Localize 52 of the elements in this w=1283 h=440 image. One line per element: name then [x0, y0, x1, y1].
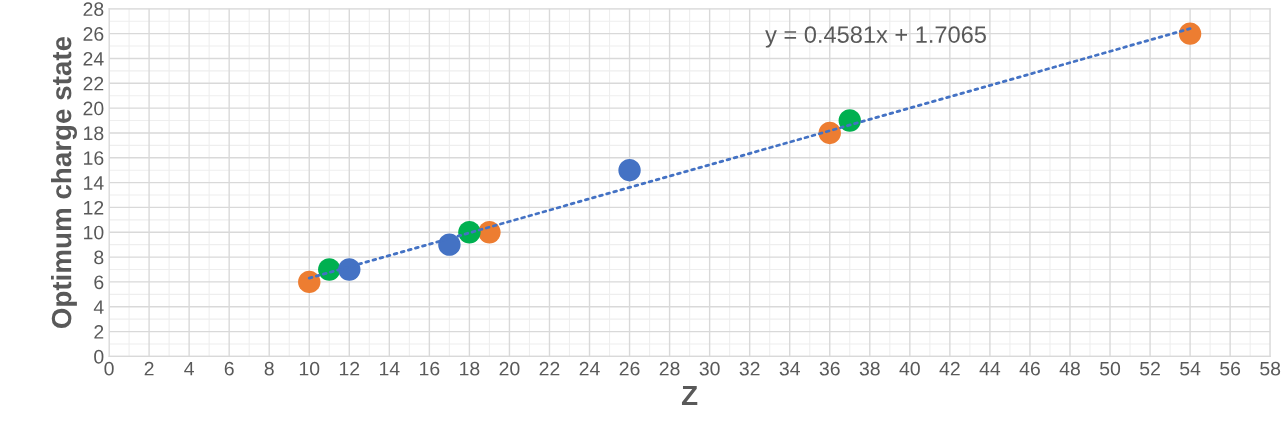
- x-tick-label: 50: [1099, 361, 1121, 376]
- y-tick-label: 14: [84, 176, 104, 190]
- x-tick-label: 6: [224, 361, 234, 376]
- y-tick-label: 10: [84, 225, 104, 240]
- y-tick-label: 24: [83, 51, 104, 66]
- x-tick-label: 54: [1180, 361, 1201, 376]
- x-tick-label: 46: [1019, 361, 1040, 376]
- x-tick-label: 56: [1220, 361, 1241, 376]
- x-tick-label: 40: [899, 361, 920, 376]
- x-tick-label: 44: [979, 361, 1001, 376]
- y-tick-label: 22: [83, 76, 104, 91]
- x-tick-label: 22: [539, 361, 560, 376]
- x-tick-label: 8: [264, 361, 274, 376]
- x-tick-label: 26: [619, 361, 640, 376]
- x-tick-label: 4: [184, 361, 194, 376]
- x-tick-label: 34: [779, 361, 800, 376]
- y-tick-label: 6: [94, 275, 104, 290]
- x-tick-label: 42: [939, 361, 960, 376]
- x-tick-label: 38: [859, 361, 880, 376]
- x-tick-label: 0: [104, 361, 114, 376]
- y-tick-label: 4: [93, 300, 104, 314]
- y-tick-label: 26: [83, 27, 104, 41]
- x-tick-label: 20: [499, 361, 520, 376]
- x-tick-label: 30: [699, 361, 720, 376]
- point: [618, 158, 641, 182]
- y-tick-label: 0: [94, 349, 104, 364]
- x-tick-label: 48: [1059, 361, 1080, 376]
- y-tick-label: 8: [94, 250, 104, 265]
- y-tick-label: 16: [84, 151, 104, 166]
- x-tick-label: 28: [659, 361, 680, 376]
- x-tick-label: 14: [379, 361, 400, 376]
- x-tick-label: 12: [339, 361, 360, 376]
- x-tick-label: 16: [420, 361, 440, 376]
- y-tick-label: 18: [84, 126, 104, 141]
- point: [1178, 22, 1202, 45]
- x-tick-label: 18: [460, 361, 480, 376]
- x-tick-label: 10: [299, 361, 320, 376]
- y-tick-label: 12: [84, 200, 104, 215]
- x-tick-label: 24: [579, 361, 600, 376]
- x-tick-label: 32: [739, 361, 760, 376]
- x-axis-title: Z: [681, 385, 698, 406]
- x-tick-label: 58: [1260, 361, 1281, 376]
- annotation: y = 0.4581x + 1.7065: [765, 26, 986, 48]
- y-tick-label: 20: [83, 101, 104, 116]
- point: [438, 233, 461, 256]
- y-axis-title: Optimum charge state: [51, 36, 78, 329]
- x-tick-label: 52: [1140, 361, 1160, 376]
- y-tick-label: 2: [94, 325, 104, 339]
- x-tick-label: 36: [819, 361, 840, 376]
- x-tick-label: 2: [144, 361, 154, 376]
- point: [298, 270, 321, 294]
- y-tick-label: 28: [83, 2, 104, 17]
